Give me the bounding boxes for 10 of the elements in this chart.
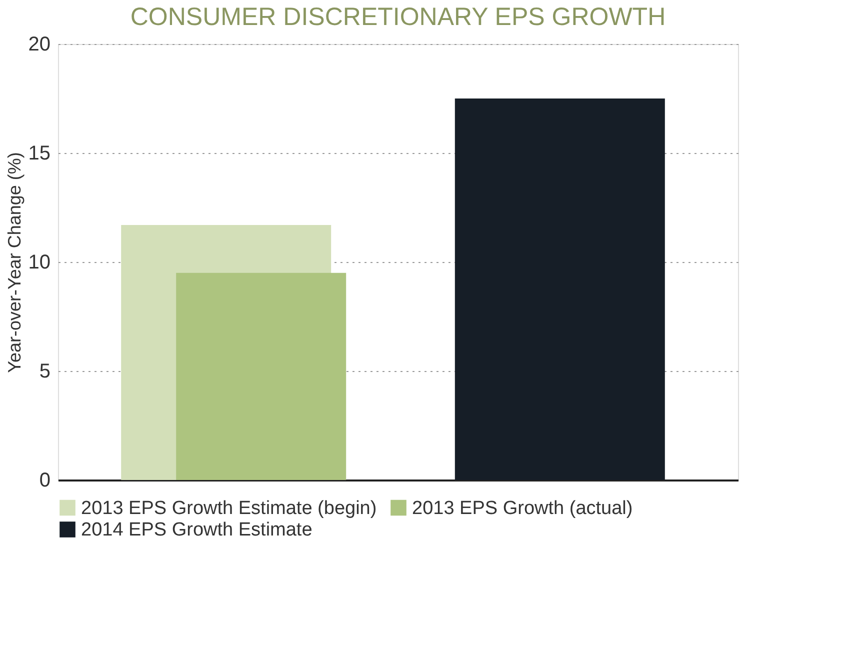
y-tick-label: 5 (39, 360, 50, 382)
legend-label: 2013 EPS Growth Estimate (begin) (81, 498, 377, 519)
y-tick-label: 20 (28, 34, 50, 56)
legend-label: 2013 EPS Growth (actual) (412, 498, 633, 519)
y-axis-title: Year-over-Year Change (%) (4, 152, 24, 373)
y-tick-label: 10 (28, 252, 50, 274)
y-tick-label: 15 (28, 142, 50, 164)
y-tick-label: 0 (39, 470, 50, 492)
chart-title: CONSUMER DISCRETIONARY EPS GROWTH (130, 3, 666, 31)
legend-label: 2014 EPS Growth Estimate (81, 520, 312, 540)
